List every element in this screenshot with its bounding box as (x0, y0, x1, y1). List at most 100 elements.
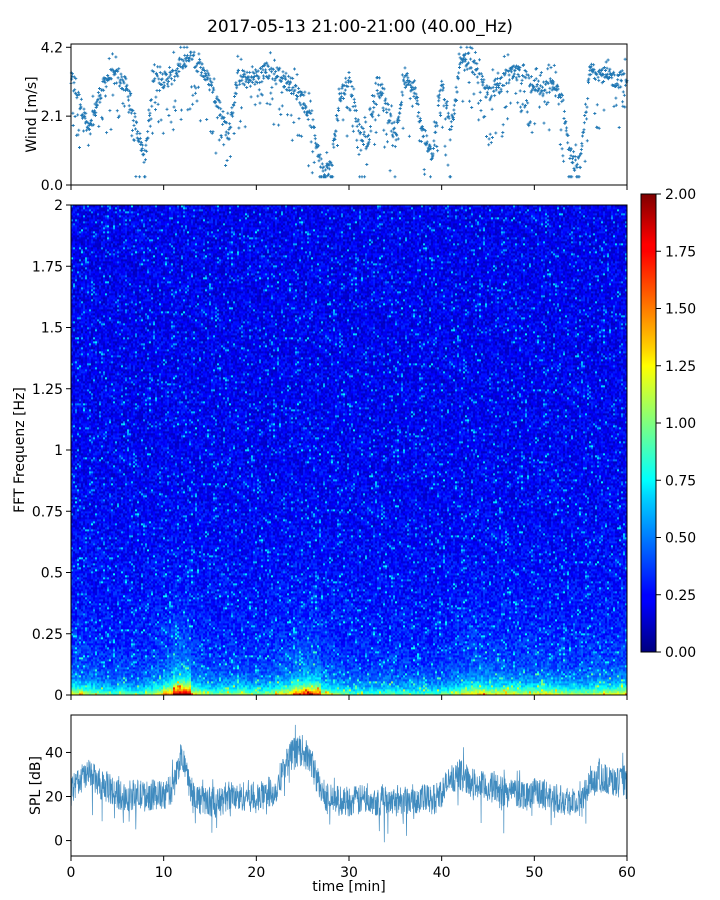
spectrogram-cell (75, 665, 77, 667)
spectrogram-cell (73, 473, 75, 475)
figure-title: 2017-05-13 21:00-21:00 (40.00_Hz) (207, 17, 513, 37)
spectrogram-cell (75, 569, 77, 571)
spectrogram-cell (73, 523, 75, 525)
spectrogram-cell (73, 373, 75, 375)
spectrogram-cell (73, 207, 75, 209)
spectrogram-cell (73, 559, 75, 561)
spectrogram-cell (75, 581, 77, 583)
spectrogram-cell (75, 571, 77, 573)
spectrogram-cell (75, 467, 77, 469)
spectrogram-cell (73, 369, 75, 371)
spectrogram-cell (75, 643, 77, 645)
spectrogram-cell (73, 299, 75, 301)
spectrogram-cell (75, 501, 77, 503)
spectrogram-cell (73, 297, 75, 299)
spectrogram-cell (75, 577, 77, 579)
spectrogram-cell (75, 671, 77, 673)
spectrogram-cell (75, 677, 77, 679)
spectrogram-cell (75, 599, 77, 601)
spectrogram-cell (73, 529, 75, 531)
spectrogram-cell (73, 351, 75, 353)
spectrogram-cell (73, 409, 75, 411)
spectrogram-cell (75, 485, 77, 487)
spectrogram-cell (73, 421, 75, 423)
spectrogram-cell (75, 651, 77, 653)
spectrogram-cell (73, 279, 75, 281)
spectrogram-cell (75, 549, 77, 551)
spectrogram-cell (73, 671, 75, 673)
spectrogram-cell (73, 543, 75, 545)
spectrogram-cell (73, 237, 75, 239)
spectrogram-cell (73, 329, 75, 331)
spectrogram-cell (73, 259, 75, 261)
spectrogram-cell (75, 483, 77, 485)
spectrogram-cell (75, 491, 77, 493)
spectrogram-cell (75, 493, 77, 495)
spectrogram-cell (75, 679, 77, 681)
spectrogram-cell (75, 547, 77, 549)
spectrogram-cell (73, 355, 75, 357)
spectrogram-cell (73, 609, 75, 611)
spectrogram-cell (73, 531, 75, 533)
spectrogram-cell (73, 583, 75, 585)
spectrogram-cell (73, 311, 75, 313)
spectrogram-cell (75, 575, 77, 577)
spectrogram-cell (73, 565, 75, 567)
spectrogram-cell (75, 487, 77, 489)
spectrogram-cell (73, 469, 75, 471)
spectrogram-cell (75, 683, 77, 685)
spectrogram-cell (73, 535, 75, 537)
spectrogram-cell (73, 675, 75, 677)
spectrogram-cell (73, 397, 75, 399)
spectrogram-cell (73, 641, 75, 643)
spectrogram-cell (73, 419, 75, 421)
spectrogram-cell (73, 321, 75, 323)
spectrogram-cell (73, 509, 75, 511)
spectrogram-cell (73, 607, 75, 609)
wind-y-axis-label: Wind [m/s] (24, 76, 40, 152)
spectrogram-cell (73, 467, 75, 469)
spectrogram-cell (73, 387, 75, 389)
spectrogram-cell (75, 521, 77, 523)
spectrogram-cell (75, 457, 77, 459)
spectrogram-cell (75, 461, 77, 463)
spectrogram-cell (73, 403, 75, 405)
spectrogram-cell (73, 365, 75, 367)
spectrogram-cell (73, 485, 75, 487)
spectrogram-cell (73, 673, 75, 675)
spectrogram-cell (73, 629, 75, 631)
spectrogram-cell (73, 567, 75, 569)
spectrogram-cell (75, 551, 77, 553)
spectrogram-cell (73, 659, 75, 661)
spectrogram-cell (73, 333, 75, 335)
spectrogram-cell (75, 585, 77, 587)
spectrogram-cell (73, 435, 75, 437)
spectrogram-cell (73, 555, 75, 557)
spectrogram-cell (73, 317, 75, 319)
spectrogram-cell (73, 547, 75, 549)
spectrogram-cell (73, 611, 75, 613)
spectrogram-cell (73, 395, 75, 397)
spectrogram-cell (75, 657, 77, 659)
spectrogram-cell (73, 363, 75, 365)
spectrogram-cell (75, 607, 77, 609)
spectrogram-cell (75, 517, 77, 519)
spectrogram-cell (73, 481, 75, 483)
wind-y-tick-label: 2.1 (41, 109, 63, 125)
spectrogram-cell (73, 231, 75, 233)
spectrogram-cell (75, 579, 77, 581)
wind-axes: 0.02.14.2 (41, 40, 627, 194)
spectrogram-cell (73, 441, 75, 443)
spectrogram-cell (75, 553, 77, 555)
spectrogram-cell (75, 529, 77, 531)
spectrogram-cell (73, 615, 75, 617)
spectrogram-cell (73, 295, 75, 297)
spectrogram-cell (73, 453, 75, 455)
spectrogram-cell (73, 471, 75, 473)
spectrogram-cell (73, 289, 75, 291)
spectrogram-cell (73, 379, 75, 381)
spectrogram-cell (75, 595, 77, 597)
spectrogram-cell (73, 483, 75, 485)
spectrogram-cell (73, 571, 75, 573)
spectrogram-cell (73, 327, 75, 329)
